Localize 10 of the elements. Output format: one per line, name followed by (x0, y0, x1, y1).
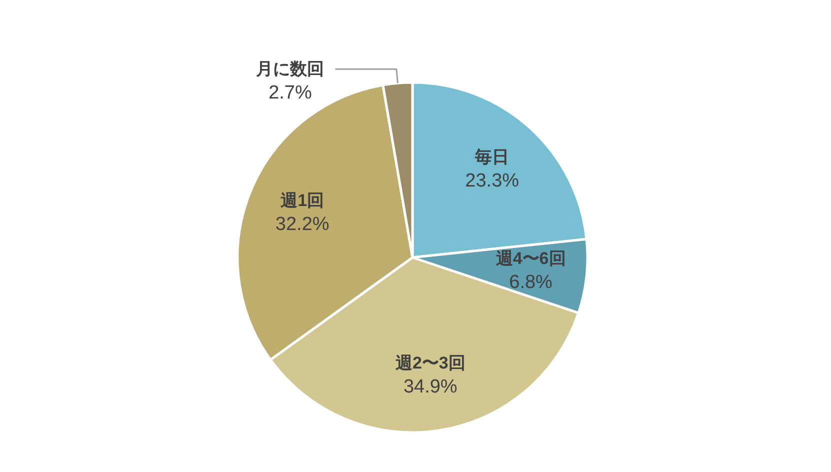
data-label: 2.7% (268, 82, 312, 104)
data-label: 6.8% (509, 272, 553, 293)
slice-label: 毎日 (474, 148, 510, 167)
data-label: 32.2% (275, 214, 330, 235)
slice-label: 週1回 (280, 190, 324, 210)
data-label: 23.3% (465, 170, 520, 192)
data-label: 34.9% (403, 376, 458, 398)
slice-label: 月に数回 (255, 60, 324, 79)
slice-label: 週4〜6回 (494, 248, 566, 268)
slice-label: 週2〜3回 (394, 354, 466, 373)
